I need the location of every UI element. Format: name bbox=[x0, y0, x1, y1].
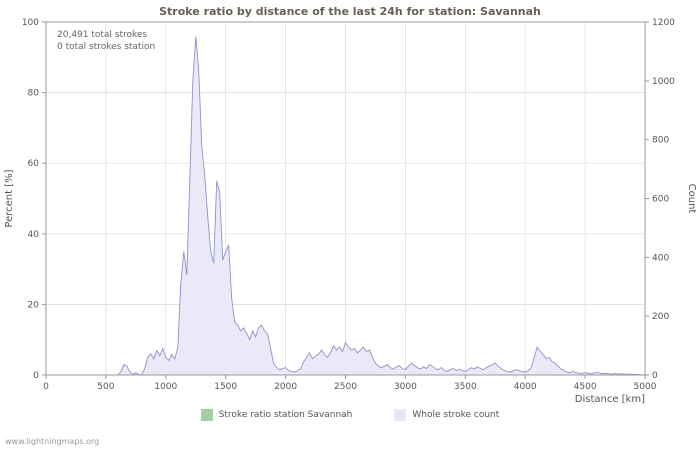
x-tick-label: 4000 bbox=[514, 382, 537, 392]
right-tick-label: 400 bbox=[652, 253, 669, 263]
x-axis-title: Distance [km] bbox=[575, 394, 645, 405]
x-tick-label: 1500 bbox=[214, 382, 237, 392]
right-tick-label: 0 bbox=[652, 371, 658, 381]
left-axis-title: Percent [%] bbox=[4, 169, 15, 227]
left-tick-label: 40 bbox=[28, 230, 40, 240]
legend-swatch-stroke-count bbox=[394, 409, 407, 421]
x-tick-label: 4500 bbox=[574, 382, 597, 392]
legend-item-stroke-count: Whole stroke count bbox=[394, 409, 499, 421]
annotation-station-strokes: 0 total strokes station bbox=[57, 42, 156, 52]
right-tick-label: 600 bbox=[652, 195, 669, 205]
right-axis-title: Count bbox=[686, 184, 697, 214]
x-tick-label: 5000 bbox=[634, 382, 657, 392]
chart-title: Stroke ratio by distance of the last 24h… bbox=[159, 5, 541, 18]
right-tick-label: 1200 bbox=[652, 18, 675, 28]
whole-stroke-count-area bbox=[46, 36, 645, 375]
left-tick-label: 20 bbox=[28, 300, 40, 310]
left-tick-label: 100 bbox=[22, 18, 39, 28]
whole-stroke-count-line bbox=[46, 36, 646, 376]
left-tick-label: 60 bbox=[28, 159, 40, 169]
left-tick-label: 80 bbox=[28, 89, 40, 99]
watermark-link[interactable]: www.lightningmaps.org bbox=[5, 437, 100, 446]
annotation-total-strokes: 20,491 total strokes bbox=[57, 30, 148, 40]
x-tick-label: 2500 bbox=[334, 382, 357, 392]
right-tick-label: 800 bbox=[652, 136, 669, 146]
annotation: 20,491 total strokes 0 total strokes sta… bbox=[57, 29, 155, 53]
x-tick-label: 1000 bbox=[154, 382, 177, 392]
legend: Stroke ratio station Savannah Whole stro… bbox=[0, 409, 700, 421]
x-tick-label: 3000 bbox=[394, 382, 417, 392]
right-tick-label: 1000 bbox=[652, 77, 675, 87]
legend-label-station-ratio: Stroke ratio station Savannah bbox=[218, 410, 353, 420]
left-tick-label: 0 bbox=[33, 371, 39, 381]
x-tick-label: 2000 bbox=[274, 382, 297, 392]
legend-label-stroke-count: Whole stroke count bbox=[412, 410, 500, 420]
x-tick-label: 3500 bbox=[454, 382, 477, 392]
legend-item-station-ratio: Stroke ratio station Savannah bbox=[200, 409, 353, 421]
legend-swatch-station-ratio bbox=[200, 409, 213, 421]
x-tick-label: 0 bbox=[43, 382, 49, 392]
right-tick-label: 200 bbox=[652, 312, 669, 322]
x-tick-label: 500 bbox=[97, 382, 114, 392]
